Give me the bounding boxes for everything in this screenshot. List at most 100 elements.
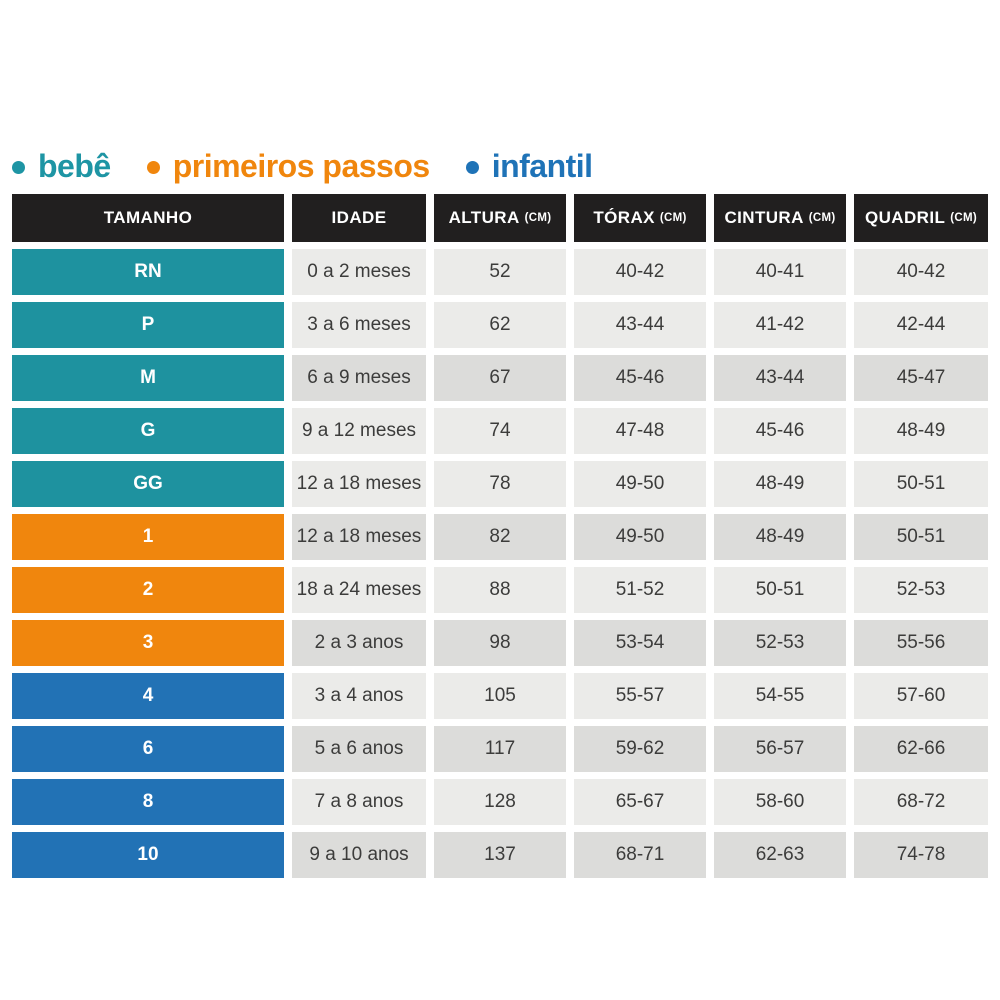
waist-cell: 41-42: [714, 302, 846, 348]
column-header-tamanho: TAMANHO: [12, 194, 284, 242]
chest-cell: 68-71: [574, 832, 706, 878]
age-cell: 3 a 6 meses: [292, 302, 426, 348]
hip-cell: 68-72: [854, 779, 988, 825]
height-cell: 137: [434, 832, 566, 878]
column-header-label: TÓRAX: [593, 208, 655, 227]
age-cell: 12 a 18 meses: [292, 514, 426, 560]
hip-cell: 62-66: [854, 726, 988, 772]
column-header-label: TAMANHO: [103, 208, 193, 227]
age-cell: 9 a 10 anos: [292, 832, 426, 878]
chest-cell: 51-52: [574, 567, 706, 613]
waist-cell: 48-49: [714, 514, 846, 560]
chest-cell: 47-48: [574, 408, 706, 454]
hip-cell: 40-42: [854, 249, 988, 295]
column-header-quadril: QUADRIL (CM): [854, 194, 988, 242]
age-cell: 18 a 24 meses: [292, 567, 426, 613]
column-header-unit: (CM): [524, 212, 552, 224]
chest-cell: 49-50: [574, 461, 706, 507]
legend-item-primeiros-passos: primeiros passos: [146, 147, 431, 185]
legend: bebê primeiros passos infantil: [12, 144, 593, 188]
chest-cell: 59-62: [574, 726, 706, 772]
height-cell: 117: [434, 726, 566, 772]
hip-cell: 52-53: [854, 567, 988, 613]
chest-cell: 43-44: [574, 302, 706, 348]
age-cell: 7 a 8 anos: [292, 779, 426, 825]
chest-cell: 53-54: [574, 620, 706, 666]
hip-cell: 48-49: [854, 408, 988, 454]
waist-cell: 40-41: [714, 249, 846, 295]
legend-label-infantil: infantil: [491, 147, 593, 184]
height-cell: 74: [434, 408, 566, 454]
chest-cell: 55-57: [574, 673, 706, 719]
height-cell: 82: [434, 514, 566, 560]
height-cell: 105: [434, 673, 566, 719]
size-cell-gg: GG: [12, 461, 284, 507]
age-cell: 12 a 18 meses: [292, 461, 426, 507]
waist-cell: 54-55: [714, 673, 846, 719]
size-cell-2: 2: [12, 567, 284, 613]
bullet-icon: [12, 160, 25, 174]
column-header-unit: (CM): [808, 212, 836, 224]
waist-cell: 52-53: [714, 620, 846, 666]
size-cell-1: 1: [12, 514, 284, 560]
size-cell-rn: RN: [12, 249, 284, 295]
size-cell-10: 10: [12, 832, 284, 878]
size-cell-g: G: [12, 408, 284, 454]
legend-label-bebe: bebê: [38, 147, 111, 184]
height-cell: 98: [434, 620, 566, 666]
column-header-idade: IDADE: [292, 194, 426, 242]
age-cell: 9 a 12 meses: [292, 408, 426, 454]
age-cell: 6 a 9 meses: [292, 355, 426, 401]
column-header-label: IDADE: [331, 208, 387, 227]
hip-cell: 50-51: [854, 514, 988, 560]
height-cell: 128: [434, 779, 566, 825]
column-header-unit: (CM): [950, 212, 977, 224]
bullet-icon: [146, 160, 160, 174]
column-header-label: CINTURA: [724, 208, 804, 227]
column-header-unit: (CM): [659, 212, 687, 224]
chest-cell: 40-42: [574, 249, 706, 295]
hip-cell: 42-44: [854, 302, 988, 348]
size-cell-4: 4: [12, 673, 284, 719]
chest-cell: 65-67: [574, 779, 706, 825]
legend-item-infantil: infantil: [465, 147, 593, 185]
age-cell: 5 a 6 anos: [292, 726, 426, 772]
column-header-cintura: CINTURA (CM): [714, 194, 846, 242]
height-cell: 62: [434, 302, 566, 348]
age-cell: 3 a 4 anos: [292, 673, 426, 719]
size-cell-6: 6: [12, 726, 284, 772]
size-cell-m: M: [12, 355, 284, 401]
size-table: TAMANHO IDADE ALTURA (CM) TÓRAX (CM) CINTURA (C…: [12, 194, 988, 878]
hip-cell: 57-60: [854, 673, 988, 719]
column-header-altura: ALTURA (CM): [434, 194, 566, 242]
height-cell: 67: [434, 355, 566, 401]
height-cell: 52: [434, 249, 566, 295]
height-cell: 78: [434, 461, 566, 507]
hip-cell: 45-47: [854, 355, 988, 401]
hip-cell: 74-78: [854, 832, 988, 878]
waist-cell: 48-49: [714, 461, 846, 507]
height-cell: 88: [434, 567, 566, 613]
column-header-label: QUADRIL: [865, 208, 946, 227]
age-cell: 2 a 3 anos: [292, 620, 426, 666]
size-cell-3: 3: [12, 620, 284, 666]
chest-cell: 45-46: [574, 355, 706, 401]
waist-cell: 58-60: [714, 779, 846, 825]
column-header-tórax: TÓRAX (CM): [574, 194, 706, 242]
legend-item-bebe: bebê: [12, 148, 111, 185]
size-cell-p: P: [12, 302, 284, 348]
hip-cell: 50-51: [854, 461, 988, 507]
age-cell: 0 a 2 meses: [292, 249, 426, 295]
waist-cell: 50-51: [714, 567, 846, 613]
legend-label-primeiros-passos: primeiros passos: [172, 147, 431, 184]
hip-cell: 55-56: [854, 620, 988, 666]
waist-cell: 56-57: [714, 726, 846, 772]
size-cell-8: 8: [12, 779, 284, 825]
chest-cell: 49-50: [574, 514, 706, 560]
waist-cell: 62-63: [714, 832, 846, 878]
bullet-icon: [465, 160, 479, 174]
column-header-label: ALTURA: [448, 208, 520, 227]
waist-cell: 45-46: [714, 408, 846, 454]
waist-cell: 43-44: [714, 355, 846, 401]
